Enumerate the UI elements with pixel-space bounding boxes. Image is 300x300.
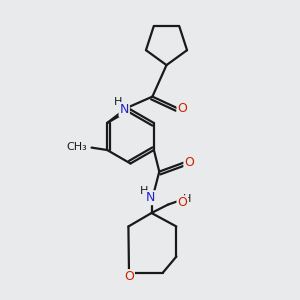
Text: O: O	[124, 270, 134, 283]
Text: H: H	[114, 97, 122, 107]
Text: N: N	[119, 103, 129, 116]
Text: CH₃: CH₃	[66, 142, 87, 152]
Text: H: H	[140, 185, 148, 196]
Text: O: O	[178, 102, 187, 115]
Text: N: N	[146, 191, 156, 204]
Text: O: O	[178, 196, 187, 209]
Text: H: H	[182, 194, 191, 204]
Text: O: O	[184, 155, 194, 169]
